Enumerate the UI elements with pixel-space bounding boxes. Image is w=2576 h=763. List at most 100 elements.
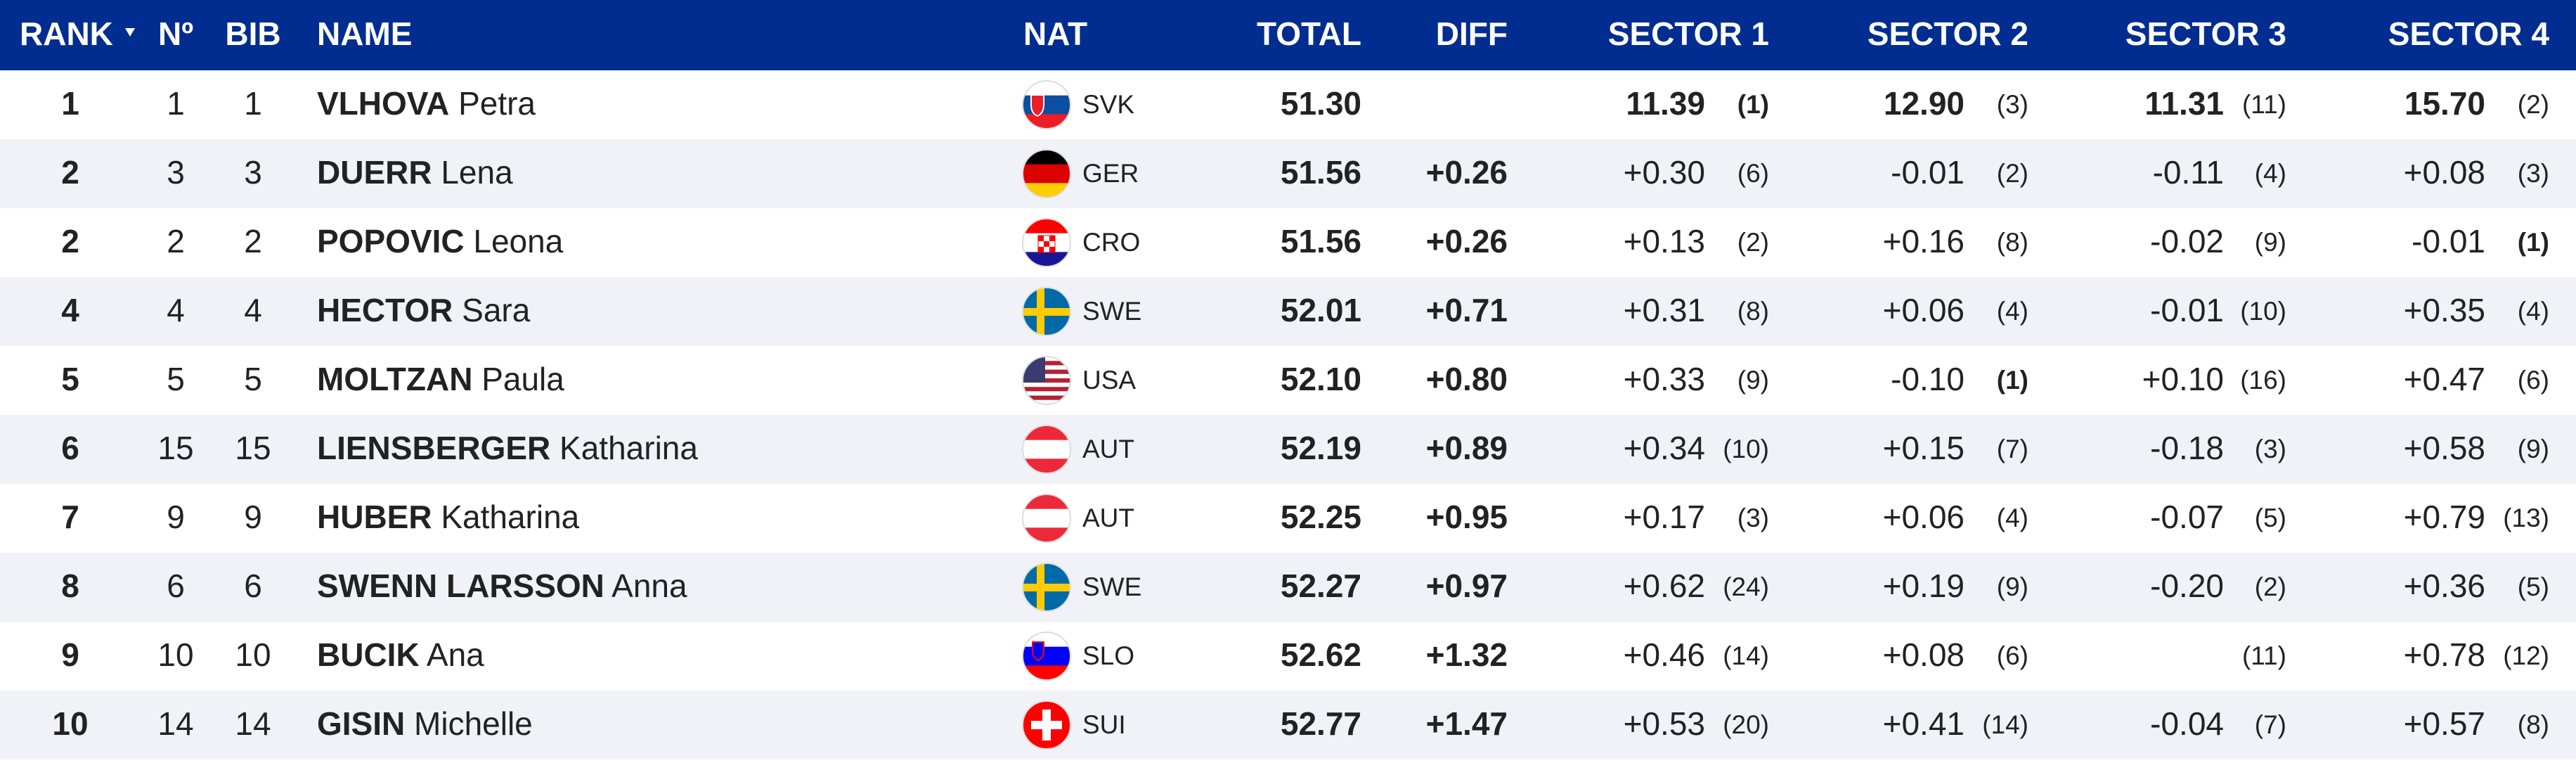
athlete-name[interactable]: GISIN Michelle	[317, 705, 533, 742]
total: 52.19	[1281, 430, 1361, 466]
rank: 5	[61, 361, 79, 397]
sector-header[interactable]: SECTOR 2	[1868, 15, 2028, 52]
firstname: Lena	[441, 154, 513, 191]
sector-rank: (6)	[2518, 366, 2549, 395]
sector-time: +0.30	[1624, 154, 1705, 191]
flag-border	[1022, 149, 1071, 198]
athlete-name[interactable]: MOLTZAN Paula	[317, 361, 564, 397]
athlete-name[interactable]: DUERR Lena	[317, 154, 513, 191]
sector-time: -0.07	[2150, 499, 2224, 535]
athlete-name[interactable]: POPOVIC Leona	[317, 223, 564, 259]
nation: AUT	[1082, 435, 1134, 463]
flag	[1023, 701, 1070, 749]
sector-header[interactable]: SECTOR 4	[2388, 15, 2550, 52]
flag-stripe	[1023, 378, 1070, 383]
sector-rank: (20)	[1723, 710, 1769, 739]
row-bg[interactable]	[0, 484, 2576, 553]
row-bg[interactable]	[0, 622, 2576, 691]
sector-time: -0.20	[2150, 568, 2224, 604]
firstname: Sara	[462, 292, 531, 328]
total: 51.56	[1281, 223, 1361, 259]
sector-time: +0.13	[1624, 223, 1705, 259]
rank-header[interactable]: RANK	[20, 15, 113, 52]
sector-rank: (3)	[1997, 90, 2028, 119]
sector-rank: (11)	[2242, 90, 2286, 119]
total-header[interactable]: TOTAL	[1257, 15, 1361, 52]
athlete-name[interactable]: VLHOVA Petra	[317, 85, 536, 122]
athlete-name[interactable]: BUCIK Ana	[317, 636, 484, 673]
firstname: Petra	[458, 85, 536, 122]
sector-rank: (9)	[2255, 228, 2286, 257]
flag-check	[1038, 247, 1044, 252]
sector-time: +0.06	[1883, 499, 1965, 535]
header-bar	[0, 0, 2576, 70]
total: 52.01	[1281, 292, 1361, 328]
diff: +0.26	[1426, 223, 1508, 259]
rank: 6	[61, 430, 79, 466]
nation: USA	[1082, 366, 1136, 395]
sector-rank: (4)	[1997, 504, 2028, 532]
sector-time: -0.10	[1891, 361, 1965, 397]
nation: AUT	[1082, 504, 1134, 532]
flag-cross	[1031, 721, 1062, 729]
flag-emblem	[1030, 94, 1044, 117]
athlete-name[interactable]: HUBER Katharina	[317, 499, 580, 535]
nation: GER	[1082, 159, 1139, 188]
firstname: Leona	[473, 223, 563, 259]
flag-border	[1022, 700, 1071, 750]
sector-time: -0.18	[2150, 430, 2224, 466]
row-bg[interactable]	[0, 208, 2576, 277]
no-header[interactable]: Nº	[158, 15, 193, 52]
row-bg[interactable]	[0, 691, 2576, 759]
sector-rank: (8)	[1997, 228, 2028, 257]
flag-cross	[1023, 584, 1070, 591]
sector-time: -0.01	[2150, 292, 2224, 328]
sector-time: -0.01	[1891, 154, 1965, 191]
rank: 2	[61, 154, 79, 191]
row-bg[interactable]	[0, 70, 2576, 139]
sector-rank: (6)	[1997, 641, 2028, 670]
flag-shield	[1037, 235, 1056, 253]
row-bg[interactable]	[0, 277, 2576, 346]
start-no: 2	[167, 223, 185, 259]
sector-header[interactable]: SECTOR 1	[1608, 15, 1769, 52]
nation: SWE	[1082, 572, 1141, 601]
sector-time: +0.16	[1883, 223, 1965, 259]
sector-time: +0.33	[1624, 361, 1705, 397]
athlete-name[interactable]: SWENN LARSSON Anna	[317, 568, 687, 604]
surname: HUBER	[317, 499, 432, 535]
nation: SWE	[1082, 297, 1141, 326]
row-bg[interactable]	[0, 553, 2576, 622]
row-bg[interactable]	[0, 415, 2576, 484]
nat-header[interactable]: NAT	[1023, 15, 1087, 52]
sector-rank: (24)	[1723, 572, 1769, 601]
surname: LIENSBERGER	[317, 430, 550, 466]
flag-stripe	[1023, 395, 1070, 400]
sector-time: +0.78	[2404, 636, 2485, 673]
row-bg[interactable]	[0, 346, 2576, 415]
name-header[interactable]: NAME	[317, 15, 412, 52]
sector-header[interactable]: SECTOR 3	[2125, 15, 2286, 52]
athlete-name[interactable]: HECTOR Sara	[317, 292, 531, 328]
diff: +0.95	[1426, 499, 1508, 535]
diff: +0.89	[1426, 430, 1508, 466]
sector-time: 12.90	[1884, 85, 1965, 122]
diff-header[interactable]: DIFF	[1436, 15, 1508, 52]
diff: +1.32	[1426, 636, 1508, 673]
sector-time: +0.31	[1624, 292, 1705, 328]
nation: SLO	[1082, 641, 1134, 670]
sector-rank: (4)	[2255, 159, 2286, 188]
rank: 10	[52, 705, 88, 742]
row-bg[interactable]	[0, 139, 2576, 208]
sector-time: +0.47	[2404, 361, 2485, 397]
total: 51.56	[1281, 154, 1361, 191]
sector-rank: (8)	[2518, 710, 2549, 739]
flag-stripe	[1023, 95, 1070, 115]
bib-header[interactable]: BIB	[225, 15, 280, 52]
start-no: 4	[167, 292, 185, 328]
sector-time: 15.70	[2405, 85, 2485, 122]
athlete-name[interactable]: LIENSBERGER Katharina	[317, 430, 698, 466]
sector-rank: (4)	[1997, 297, 2028, 326]
bib: 2	[244, 223, 262, 259]
